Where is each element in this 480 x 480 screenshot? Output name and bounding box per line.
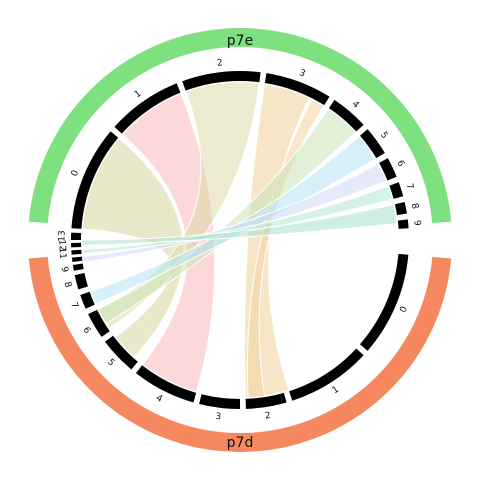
- segment-label-p7d-4: 4: [154, 393, 164, 405]
- segment-label-p7e-3: 3: [298, 68, 307, 79]
- segment-label-p7d-9: 9: [59, 266, 70, 274]
- segment-p7e-4: [328, 99, 364, 132]
- segment-p7e-1: [114, 83, 181, 134]
- segment-p7d-7: [80, 291, 95, 309]
- segment-p7d-6: [88, 309, 110, 337]
- segments-layer: [71, 70, 409, 409]
- group-label-p7e: p7e: [227, 33, 253, 49]
- segment-p7e-3: [264, 73, 330, 106]
- ribbons-layer: [81, 81, 398, 399]
- segment-p7e-7: [389, 182, 404, 199]
- segment-p7d-10: [71, 256, 83, 263]
- segment-label-p7d-8: 8: [62, 281, 73, 289]
- segment-p7d-12: [71, 242, 82, 248]
- segment-p7d-0: [360, 253, 409, 351]
- group-label-p7d: p7d: [227, 435, 254, 451]
- group-band-p7e: [28, 28, 452, 224]
- segment-p7d-3: [199, 394, 240, 409]
- segment-label-p7d-13: 13: [57, 230, 67, 242]
- segment-label-p7e-4: 4: [350, 99, 361, 111]
- segment-p7e-6: [379, 158, 397, 181]
- segment-label-p7d-12: 12: [56, 240, 66, 252]
- segment-p7d-5: [105, 335, 138, 370]
- group-band-p7d: [28, 256, 452, 452]
- segment-p7d-13: [71, 232, 82, 240]
- segment-label-p7e-7: 7: [404, 182, 415, 190]
- segment-label-p7e-2: 2: [216, 58, 223, 69]
- segment-label-p7e-5: 5: [378, 130, 389, 141]
- segment-p7d-1: [289, 348, 364, 401]
- segment-p7e-8: [394, 201, 407, 216]
- segment-p7d-11: [71, 249, 82, 255]
- segment-p7e-0: [71, 131, 119, 229]
- ribbon-7: [82, 162, 388, 263]
- segment-p7e-9: [397, 219, 409, 229]
- segment-label-p7d-3: 3: [215, 412, 222, 423]
- ribbon-2: [97, 81, 260, 330]
- segment-p7d-8: [74, 273, 88, 290]
- ribbon-5: [97, 108, 357, 325]
- segment-label-p7e-0: 0: [70, 169, 82, 178]
- segment-label-p7e-1: 1: [133, 89, 143, 100]
- segment-label-p7e-9: 9: [411, 220, 422, 227]
- segment-label-p7e-6: 6: [394, 159, 406, 169]
- segment-label-p7d-6: 6: [80, 326, 92, 336]
- segment-p7e-5: [360, 129, 385, 159]
- segment-label-p7d-11: 11: [57, 247, 68, 259]
- ribbon-8: [81, 185, 394, 255]
- segment-p7d-4: [135, 365, 197, 403]
- segment-p7d-9: [72, 263, 84, 271]
- segment-label-p7d-5: 5: [105, 357, 116, 368]
- segment-label-p7d-0: 0: [399, 305, 411, 314]
- segment-p7d-2: [245, 392, 287, 409]
- segment-label-p7e-8: 8: [409, 202, 420, 210]
- segment-label-p7d-1: 1: [331, 385, 341, 397]
- ribbon-6: [89, 135, 377, 305]
- segment-label-p7d-2: 2: [264, 411, 271, 422]
- ribbon-9: [81, 203, 398, 247]
- segment-p7e-2: [182, 70, 261, 91]
- segment-label-p7d-7: 7: [68, 301, 79, 310]
- outer-bands-layer: [28, 28, 452, 452]
